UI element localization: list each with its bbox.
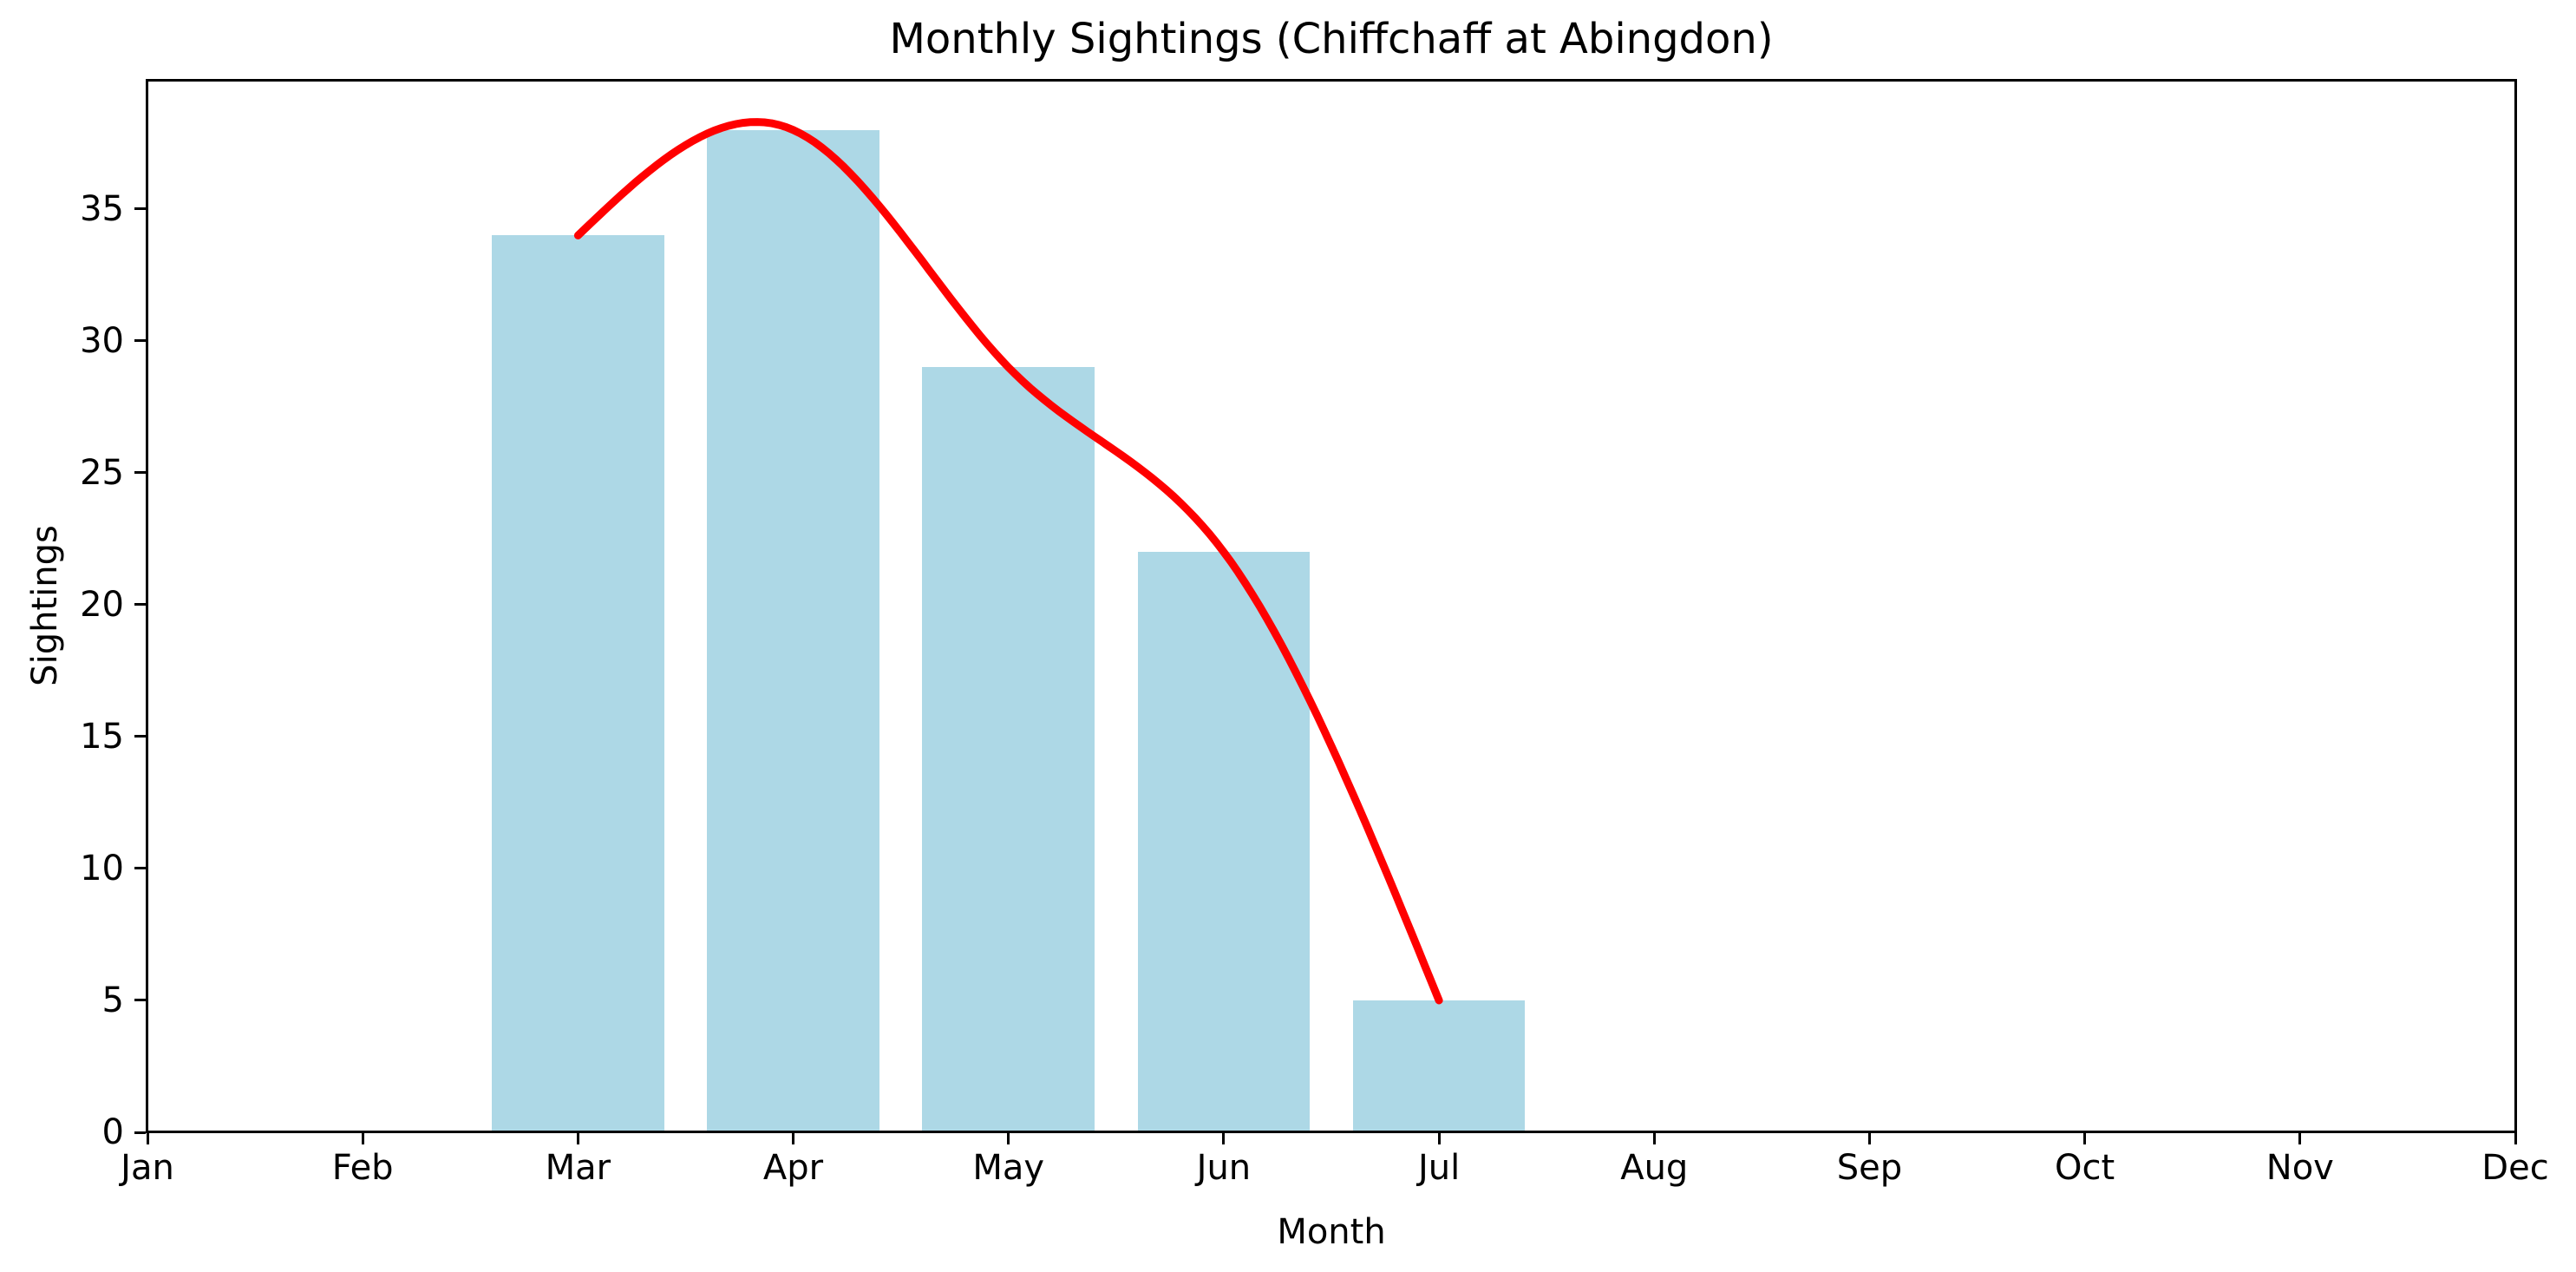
y-tick-label-20: 20 — [80, 584, 124, 625]
y-tick-mark-15 — [134, 735, 146, 738]
y-tick-label-10: 10 — [80, 848, 124, 888]
axis-spine-left — [146, 79, 148, 1133]
x-tick-label-apr: Apr — [762, 1148, 824, 1188]
x-tick-label-may: May — [972, 1148, 1045, 1188]
y-tick-label-30: 30 — [80, 320, 124, 361]
x-tick-mark-apr — [792, 1133, 795, 1144]
bar-may — [922, 367, 1095, 1132]
y-tick-mark-5 — [134, 999, 146, 1002]
x-tick-mark-jan — [146, 1133, 149, 1144]
x-tick-mark-jul — [1437, 1133, 1441, 1144]
x-tick-mark-dec — [2514, 1133, 2517, 1144]
x-tick-label-aug: Aug — [1620, 1148, 1689, 1188]
axis-spine-bottom — [146, 1131, 2517, 1133]
x-tick-label-jun: Jun — [1196, 1148, 1252, 1188]
trend-line-layer — [573, 118, 1443, 1005]
x-tick-mark-jun — [1222, 1133, 1226, 1144]
y-tick-label-0: 0 — [101, 1112, 124, 1152]
x-tick-mark-sep — [1867, 1133, 1871, 1144]
x-tick-label-jul: Jul — [1417, 1148, 1461, 1188]
x-tick-label-jan: Jan — [121, 1148, 174, 1188]
x-tick-label-mar: Mar — [545, 1148, 611, 1188]
y-tick-label-15: 15 — [80, 716, 124, 757]
plot-area — [147, 80, 2515, 1132]
axis-spine-right — [2514, 79, 2517, 1133]
y-tick-label-25: 25 — [80, 452, 124, 493]
y-tick-label-35: 35 — [80, 188, 124, 229]
y-tick-mark-20 — [134, 603, 146, 606]
x-tick-label-nov: Nov — [2265, 1148, 2334, 1188]
x-tick-mark-nov — [2298, 1133, 2302, 1144]
x-tick-mark-feb — [361, 1133, 364, 1144]
x-tick-label-feb: Feb — [331, 1148, 394, 1188]
x-axis-label: Month — [1277, 1212, 1386, 1252]
bar-mar — [492, 235, 664, 1132]
y-tick-label-5: 5 — [101, 980, 124, 1020]
y-tick-mark-35 — [134, 207, 146, 211]
x-tick-mark-mar — [576, 1133, 579, 1144]
y-tick-mark-10 — [134, 867, 146, 870]
axis-spine-top — [146, 79, 2517, 82]
x-tick-mark-may — [1007, 1133, 1010, 1144]
x-tick-mark-oct — [2083, 1133, 2087, 1144]
x-tick-label-sep: Sep — [1836, 1148, 1903, 1188]
y-tick-mark-25 — [134, 471, 146, 475]
x-tick-label-oct: Oct — [2055, 1148, 2115, 1188]
chart-title: Monthly Sightings (Chiffchaff at Abingdo… — [889, 15, 1774, 63]
x-tick-mark-aug — [1652, 1133, 1656, 1144]
y-tick-mark-0 — [134, 1131, 146, 1134]
trend-line-path — [573, 118, 1443, 1005]
bar-jul — [1352, 1000, 1526, 1132]
y-tick-mark-30 — [134, 339, 146, 343]
bar-apr — [707, 129, 879, 1132]
x-tick-label-dec: Dec — [2481, 1148, 2549, 1188]
